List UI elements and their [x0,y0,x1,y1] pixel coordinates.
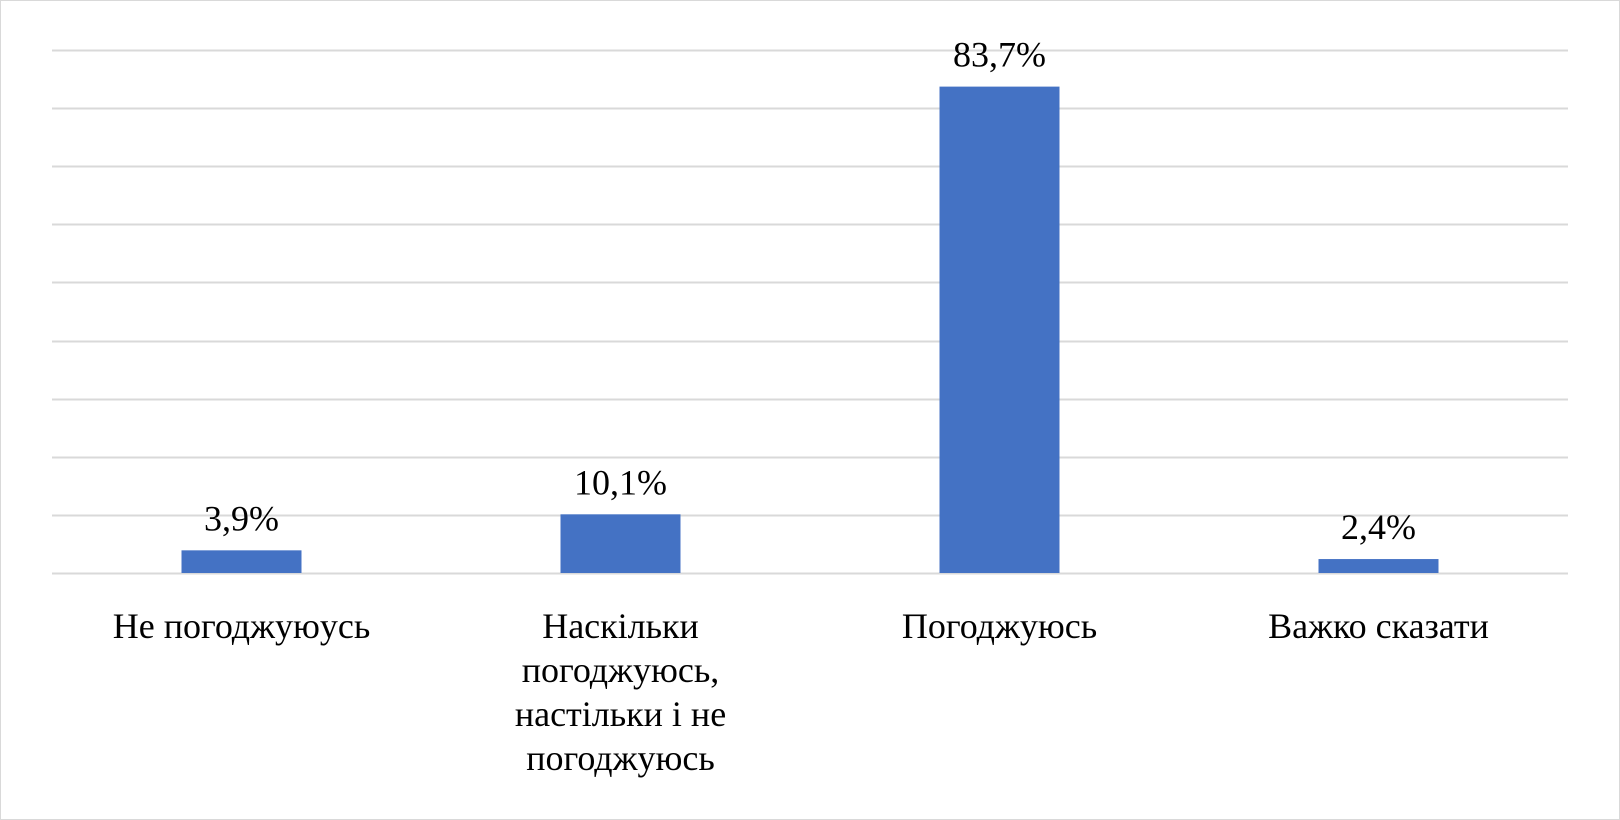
data-label: 2,4% [1341,507,1416,547]
data-label: 10,1% [574,462,667,502]
bar [181,550,302,573]
bar [560,514,681,573]
gridlines [52,49,1568,575]
bar [1318,559,1439,573]
bar [939,86,1060,574]
category-label: Важко сказати [1268,606,1489,646]
data-label: 83,7% [953,35,1046,75]
data-label: 3,9% [204,498,279,538]
data-labels: 3,9% 10,1% 83,7% 2,4% [204,35,1416,547]
bars [181,86,1439,574]
category-label: Наскільки погоджуюсь, настільки і не пог… [514,606,727,778]
category-label: Не погоджуюусь [112,606,371,646]
category-label: Погоджуюсь [901,606,1098,646]
